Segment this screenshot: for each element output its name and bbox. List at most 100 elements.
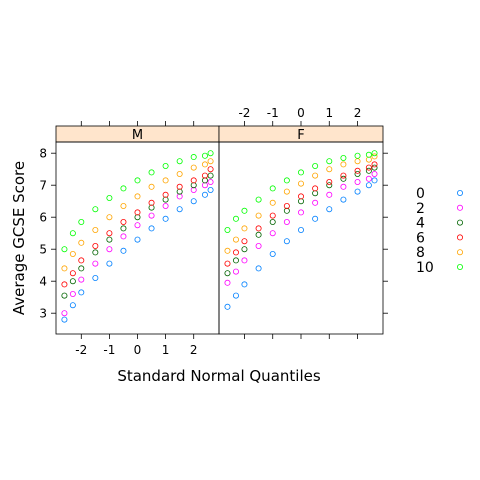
data-point-m-6-12 <box>207 166 214 173</box>
data-point-m-8-3 <box>92 226 99 233</box>
y-axis-label: Average GCSE Score <box>10 161 28 315</box>
data-point-m-8-1 <box>69 250 76 257</box>
data-point-m-10-6 <box>134 177 141 184</box>
data-point-f-6-1 <box>232 249 239 256</box>
data-point-m-10-7 <box>148 169 155 176</box>
data-point-f-2-10 <box>354 178 361 185</box>
data-point-m-0-7 <box>148 225 155 232</box>
data-point-m-4-10 <box>190 182 197 189</box>
data-point-f-2-4 <box>269 230 276 237</box>
data-point-f-10-10 <box>354 152 361 159</box>
data-point-m-10-2 <box>78 218 85 225</box>
data-point-f-2-8 <box>326 191 333 198</box>
data-point-f-8-11 <box>365 156 372 163</box>
data-point-m-2-9 <box>176 193 183 200</box>
data-point-m-8-11 <box>201 161 208 168</box>
strip-label: F <box>297 128 304 143</box>
data-point-f-6-5 <box>283 202 290 209</box>
data-point-f-0-2 <box>241 281 248 288</box>
x-tick-label-bottom: 1 <box>162 343 170 357</box>
data-point-f-10-12 <box>371 150 378 157</box>
data-point-f-4-0 <box>224 270 231 277</box>
data-point-f-2-6 <box>297 209 304 216</box>
x-tick-label-bottom: 2 <box>190 343 198 357</box>
y-tick-label: 8 <box>39 147 47 161</box>
x-tick-label-top: 2 <box>354 106 362 120</box>
data-point-m-6-6 <box>134 209 141 216</box>
data-point-m-10-10 <box>190 154 197 161</box>
data-point-m-0-9 <box>176 206 183 213</box>
data-point-f-0-10 <box>354 188 361 195</box>
data-point-m-4-2 <box>78 265 85 272</box>
data-point-f-10-0 <box>224 226 231 233</box>
x-tick-label-bottom: -1 <box>103 343 115 357</box>
y-tick-label: 3 <box>39 307 47 321</box>
panel-f: F <box>218 125 384 335</box>
data-point-m-8-4 <box>106 214 113 221</box>
data-point-m-2-6 <box>134 222 141 229</box>
axes-layer: -2 -2 -1 -1 0 0 1 1 2 2 3 4 5 6 7 8 <box>39 106 388 357</box>
data-point-f-8-4 <box>269 199 276 206</box>
data-point-f-8-10 <box>354 158 361 165</box>
data-point-f-2-9 <box>340 183 347 190</box>
data-point-m-4-8 <box>162 196 169 203</box>
data-point-f-10-1 <box>232 215 239 222</box>
data-point-m-0-5 <box>120 247 127 254</box>
legend-marker-8 <box>456 249 463 256</box>
data-point-f-0-8 <box>326 206 333 213</box>
data-point-m-6-11 <box>201 172 208 179</box>
data-point-m-4-5 <box>120 225 127 232</box>
data-point-f-10-7 <box>312 162 319 169</box>
data-point-f-6-8 <box>326 178 333 185</box>
panel-frame <box>55 141 220 335</box>
data-point-m-0-1 <box>69 302 76 309</box>
data-point-m-0-11 <box>201 191 208 198</box>
data-point-f-0-5 <box>283 238 290 245</box>
data-point-m-0-12 <box>207 186 214 193</box>
strip-label: M <box>132 128 143 143</box>
y-tick-label: 5 <box>39 243 47 257</box>
x-tick-label-bottom: -2 <box>75 343 87 357</box>
legend-label: 0 <box>416 186 425 202</box>
data-point-m-2-5 <box>120 233 127 240</box>
data-point-f-8-2 <box>241 225 248 232</box>
data-point-f-8-12 <box>371 153 378 160</box>
legend-marker-4 <box>456 219 463 226</box>
data-point-m-8-0 <box>61 265 68 272</box>
data-point-f-2-12 <box>371 170 378 177</box>
data-point-m-6-5 <box>120 218 127 225</box>
data-point-f-6-11 <box>365 164 372 171</box>
data-point-f-6-7 <box>312 185 319 192</box>
data-point-f-10-3 <box>255 196 262 203</box>
data-point-m-4-0 <box>61 292 68 299</box>
data-point-m-2-10 <box>190 186 197 193</box>
data-point-m-0-2 <box>78 289 85 296</box>
data-point-f-4-11 <box>365 167 372 174</box>
data-point-m-6-1 <box>69 270 76 277</box>
data-point-m-4-6 <box>134 214 141 221</box>
data-point-m-6-0 <box>61 281 68 288</box>
data-point-f-10-4 <box>269 185 276 192</box>
data-point-f-10-8 <box>326 158 333 165</box>
data-point-m-8-8 <box>162 177 169 184</box>
data-point-m-0-10 <box>190 198 197 205</box>
data-point-m-4-7 <box>148 204 155 211</box>
data-point-m-6-8 <box>162 191 169 198</box>
data-point-f-2-3 <box>255 242 262 249</box>
data-point-f-8-0 <box>224 247 231 254</box>
data-point-m-4-4 <box>106 236 113 243</box>
data-point-m-10-5 <box>120 185 127 192</box>
data-point-f-4-3 <box>255 231 262 238</box>
data-point-f-6-2 <box>241 238 248 245</box>
legend-marker-6 <box>456 234 463 241</box>
data-point-m-8-2 <box>78 239 85 246</box>
data-point-f-8-8 <box>326 166 333 173</box>
data-point-f-6-4 <box>269 212 276 219</box>
data-point-f-8-5 <box>283 188 290 195</box>
data-point-f-0-4 <box>269 250 276 257</box>
data-point-f-6-12 <box>371 161 378 168</box>
x-tick-label-top: -1 <box>267 106 279 120</box>
data-point-f-2-11 <box>365 175 372 182</box>
